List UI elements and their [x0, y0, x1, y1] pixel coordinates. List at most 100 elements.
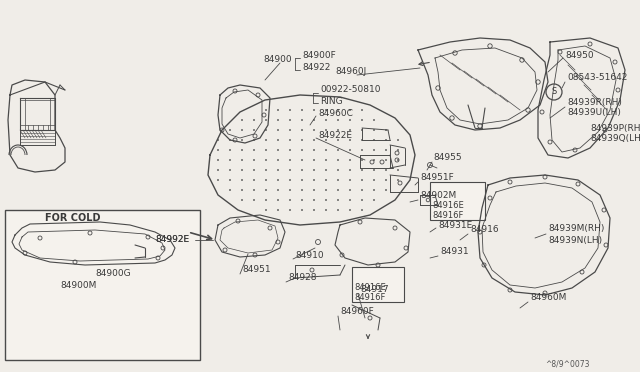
Text: 84900M: 84900M — [60, 280, 97, 289]
Circle shape — [277, 159, 279, 161]
Circle shape — [241, 149, 243, 151]
Circle shape — [265, 129, 267, 131]
Text: 84992E: 84992E — [155, 235, 189, 244]
Circle shape — [301, 109, 303, 111]
Circle shape — [337, 149, 339, 151]
Text: 84939R(RH): 84939R(RH) — [567, 97, 622, 106]
Circle shape — [325, 129, 327, 131]
Circle shape — [385, 159, 387, 161]
Circle shape — [277, 189, 279, 191]
Text: 84960J: 84960J — [335, 67, 366, 77]
Circle shape — [241, 169, 243, 171]
Text: 84922: 84922 — [302, 62, 330, 71]
Circle shape — [241, 199, 243, 201]
Circle shape — [265, 199, 267, 201]
Circle shape — [289, 189, 291, 191]
Circle shape — [313, 159, 315, 161]
Circle shape — [241, 129, 243, 131]
Circle shape — [337, 199, 339, 201]
Circle shape — [337, 159, 339, 161]
Circle shape — [325, 179, 327, 181]
Circle shape — [397, 179, 399, 181]
Circle shape — [253, 169, 255, 171]
Circle shape — [349, 189, 351, 191]
Circle shape — [385, 189, 387, 191]
Circle shape — [289, 109, 291, 111]
Circle shape — [313, 189, 315, 191]
Circle shape — [313, 179, 315, 181]
Text: 84931E: 84931E — [438, 221, 472, 230]
Circle shape — [229, 189, 231, 191]
Circle shape — [361, 199, 363, 201]
Text: 84951: 84951 — [242, 266, 271, 275]
Text: 84992E: 84992E — [155, 235, 189, 244]
Circle shape — [397, 149, 399, 151]
Circle shape — [229, 169, 231, 171]
Circle shape — [349, 159, 351, 161]
Circle shape — [253, 119, 255, 121]
Circle shape — [277, 119, 279, 121]
Text: FOR COLD: FOR COLD — [45, 213, 100, 223]
Circle shape — [241, 119, 243, 121]
Text: S: S — [552, 87, 557, 96]
Text: 84916: 84916 — [470, 225, 499, 234]
Circle shape — [289, 119, 291, 121]
Text: 84939U(LH): 84939U(LH) — [567, 109, 621, 118]
Circle shape — [217, 139, 219, 141]
Circle shape — [253, 149, 255, 151]
Text: 00922-50810: 00922-50810 — [320, 86, 381, 94]
Circle shape — [277, 209, 279, 211]
Circle shape — [325, 169, 327, 171]
Text: 84910: 84910 — [295, 250, 324, 260]
Circle shape — [349, 109, 351, 111]
Circle shape — [277, 109, 279, 111]
Circle shape — [277, 149, 279, 151]
Circle shape — [277, 129, 279, 131]
Text: 84960C: 84960C — [318, 109, 353, 118]
Circle shape — [277, 199, 279, 201]
Circle shape — [325, 149, 327, 151]
Circle shape — [337, 209, 339, 211]
Circle shape — [301, 189, 303, 191]
Text: 84960F: 84960F — [340, 308, 374, 317]
Circle shape — [301, 119, 303, 121]
Circle shape — [241, 189, 243, 191]
Circle shape — [325, 119, 327, 121]
Circle shape — [289, 159, 291, 161]
Circle shape — [337, 139, 339, 141]
Text: 84931: 84931 — [440, 247, 468, 257]
Circle shape — [277, 169, 279, 171]
Circle shape — [349, 139, 351, 141]
Circle shape — [289, 149, 291, 151]
Circle shape — [325, 159, 327, 161]
Circle shape — [325, 199, 327, 201]
Circle shape — [253, 159, 255, 161]
Circle shape — [373, 159, 375, 161]
Circle shape — [385, 139, 387, 141]
Circle shape — [313, 139, 315, 141]
Circle shape — [385, 169, 387, 171]
Circle shape — [241, 159, 243, 161]
Circle shape — [337, 169, 339, 171]
Circle shape — [313, 199, 315, 201]
Circle shape — [361, 169, 363, 171]
Circle shape — [265, 169, 267, 171]
Circle shape — [385, 149, 387, 151]
Circle shape — [301, 129, 303, 131]
Circle shape — [289, 139, 291, 141]
Text: 84902M: 84902M — [420, 190, 456, 199]
Bar — [352, 267, 404, 302]
Circle shape — [325, 189, 327, 191]
Circle shape — [325, 139, 327, 141]
Text: 84916E: 84916E — [432, 201, 464, 209]
Text: 84939Q(LH): 84939Q(LH) — [590, 135, 640, 144]
Circle shape — [301, 149, 303, 151]
Circle shape — [361, 119, 363, 121]
Text: 84916E: 84916E — [354, 283, 386, 292]
Circle shape — [313, 209, 315, 211]
Text: ^8/9^0073: ^8/9^0073 — [545, 359, 589, 369]
Text: RING: RING — [320, 96, 342, 106]
Circle shape — [265, 119, 267, 121]
Bar — [430, 182, 485, 220]
Text: 84939N(LH): 84939N(LH) — [548, 235, 602, 244]
